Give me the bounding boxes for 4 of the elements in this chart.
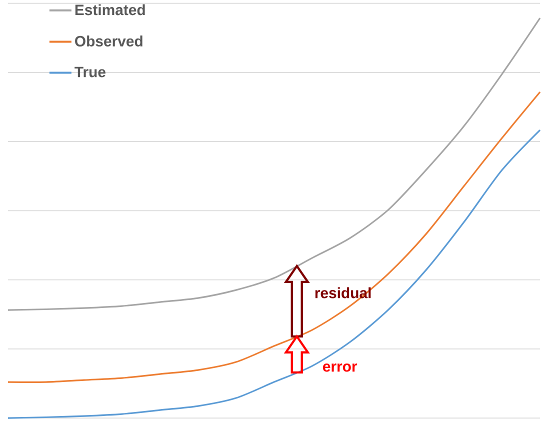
legend-label: True xyxy=(74,66,106,78)
legend-label: Observed xyxy=(75,36,142,46)
annotation: error xyxy=(322,364,358,372)
legend-label: Estimated xyxy=(75,4,145,16)
